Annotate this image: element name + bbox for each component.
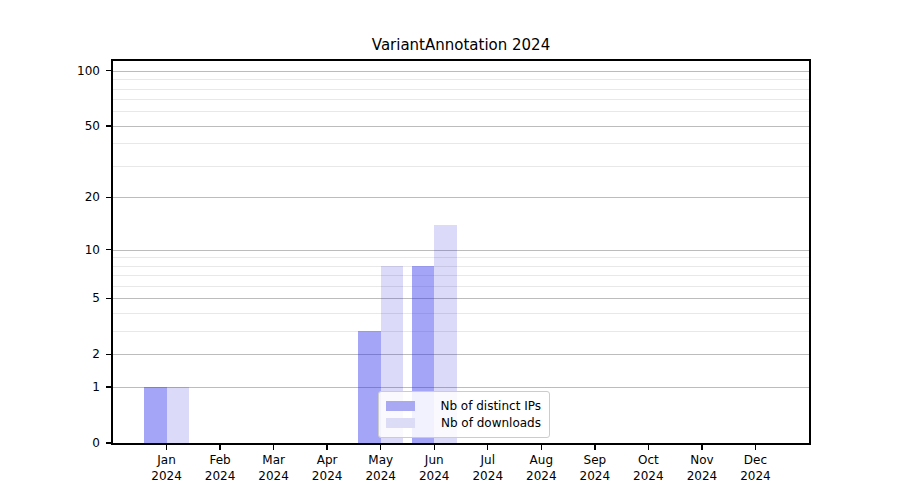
x-tick-label: Jun 2024 xyxy=(406,452,462,484)
y-tick-label: 1 xyxy=(54,380,100,394)
y-tick-label: 100 xyxy=(54,64,100,78)
legend-item-distinct-ips: Nb of distinct IPs xyxy=(386,398,541,414)
x-tick-label: Nov 2024 xyxy=(674,452,730,484)
x-tick xyxy=(648,445,649,450)
minor-gridline xyxy=(113,313,809,314)
minor-gridline xyxy=(113,266,809,267)
x-tick-label: May 2024 xyxy=(353,452,409,484)
minor-gridline xyxy=(113,166,809,167)
legend-item-downloads: Nb of downloads xyxy=(386,415,541,431)
x-tick-label: Dec 2024 xyxy=(727,452,783,484)
bar-downloads-jan xyxy=(167,387,190,443)
chart-title: VariantAnnotation 2024 xyxy=(111,36,811,54)
major-gridline xyxy=(113,126,809,127)
x-tick-label: Sep 2024 xyxy=(567,452,623,484)
x-tick xyxy=(326,445,327,450)
y-tick-label: 20 xyxy=(54,190,100,204)
x-tick-label: Mar 2024 xyxy=(246,452,302,484)
major-gridline xyxy=(113,250,809,251)
plot-canvas xyxy=(113,61,809,443)
legend-swatch-downloads xyxy=(386,418,415,428)
minor-gridline xyxy=(113,286,809,287)
x-tick-label: Jan 2024 xyxy=(139,452,195,484)
y-tick-label: 50 xyxy=(54,119,100,133)
minor-gridline xyxy=(113,111,809,112)
minor-gridline xyxy=(113,331,809,332)
minor-gridline xyxy=(113,79,809,80)
y-tick xyxy=(106,249,111,250)
y-tick xyxy=(106,298,111,299)
y-tick xyxy=(106,386,111,387)
y-tick xyxy=(106,442,111,443)
y-tick xyxy=(106,354,111,355)
major-gridline xyxy=(113,387,809,388)
y-tick-label: 0 xyxy=(54,436,100,450)
x-tick xyxy=(380,445,381,450)
x-tick-label: Jul 2024 xyxy=(460,452,516,484)
x-tick-label: Aug 2024 xyxy=(513,452,569,484)
legend: Nb of distinct IPs Nb of downloads xyxy=(378,391,550,438)
x-tick-label: Apr 2024 xyxy=(299,452,355,484)
x-tick xyxy=(701,445,702,450)
x-tick xyxy=(434,445,435,450)
minor-gridline xyxy=(113,99,809,100)
legend-label-downloads: Nb of downloads xyxy=(422,416,541,430)
x-tick xyxy=(487,445,488,450)
minor-gridline xyxy=(113,143,809,144)
x-tick-label: Feb 2024 xyxy=(192,452,248,484)
y-tick-label: 5 xyxy=(54,291,100,305)
major-gridline xyxy=(113,354,809,355)
major-gridline xyxy=(113,298,809,299)
x-tick-label: Oct 2024 xyxy=(620,452,676,484)
y-tick xyxy=(106,125,111,126)
x-tick xyxy=(755,445,756,450)
minor-gridline xyxy=(113,275,809,276)
minor-gridline xyxy=(113,89,809,90)
x-tick xyxy=(219,445,220,450)
y-tick xyxy=(106,197,111,198)
minor-gridline xyxy=(113,257,809,258)
x-tick xyxy=(273,445,274,450)
bar-distinct-ips-jan xyxy=(144,387,167,443)
x-tick xyxy=(541,445,542,450)
major-gridline xyxy=(113,71,809,72)
plot-area xyxy=(111,59,811,445)
major-gridline xyxy=(113,197,809,198)
legend-swatch-distinct-ips xyxy=(386,401,415,411)
legend-label-distinct-ips: Nb of distinct IPs xyxy=(422,399,541,413)
x-tick xyxy=(166,445,167,450)
y-tick xyxy=(106,70,111,71)
y-tick-label: 10 xyxy=(54,243,100,257)
figure: VariantAnnotation 2024 0 1 2 5 10 20 50 100 Jan … xyxy=(0,0,900,500)
y-tick-label: 2 xyxy=(54,347,100,361)
x-tick xyxy=(594,445,595,450)
